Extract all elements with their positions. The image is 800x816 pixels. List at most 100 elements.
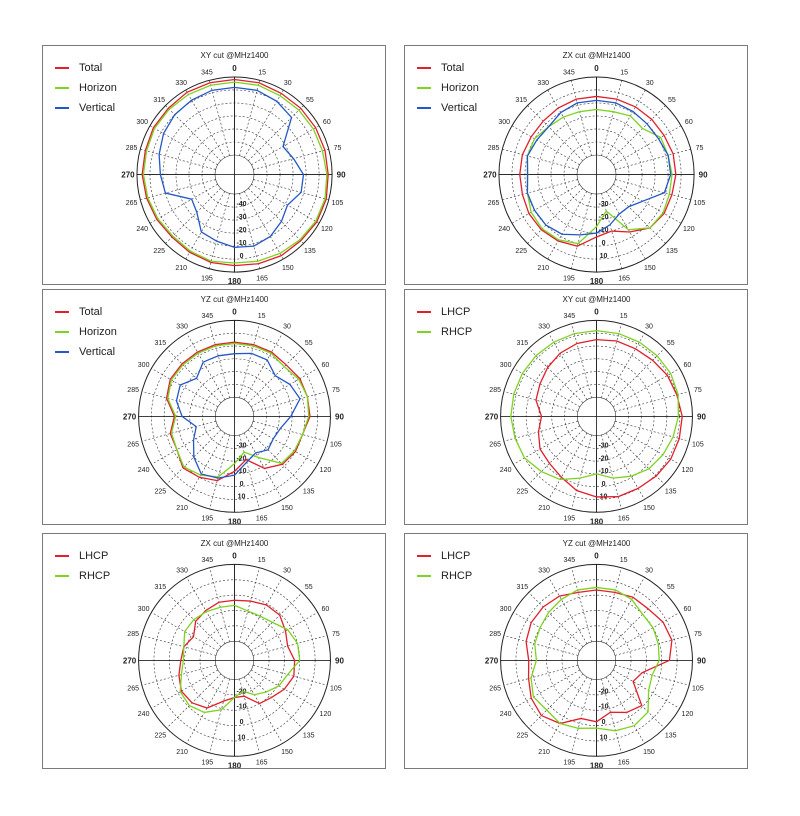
series-line-total	[519, 95, 677, 247]
angle-tick-label: 210	[176, 749, 188, 756]
angle-tick-label: 150	[282, 265, 294, 272]
grid-spoke	[252, 421, 328, 442]
grid-spoke	[613, 125, 682, 166]
legend: LHCP RHCP	[417, 302, 472, 342]
legend-label: Horizon	[441, 82, 479, 94]
grid-spoke	[251, 184, 320, 224]
grid-spoke	[601, 323, 622, 398]
angle-tick-label: 90	[335, 412, 344, 421]
grid-spoke	[601, 567, 622, 642]
angle-tick-label: 265	[126, 200, 138, 207]
grid-spoke	[609, 592, 665, 648]
angle-tick-label: 300	[138, 362, 150, 369]
angle-tick-label: 55	[305, 584, 313, 591]
angle-tick-label: 265	[489, 686, 501, 693]
grid-spoke	[239, 323, 260, 398]
angle-tick-label: 120	[320, 467, 332, 474]
radial-tick-label: -10	[236, 704, 246, 711]
angle-tick-label: 105	[694, 200, 706, 207]
radial-tick-label: 0	[602, 481, 606, 488]
angle-tick-label: 345	[202, 313, 214, 320]
legend-item: Horizon	[417, 78, 479, 98]
angle-tick-label: 210	[538, 749, 550, 756]
chart-panel-xy-cut-cp: XY cut @MHz1400 0 15 30 55 60 75 90 105 120 135 150…	[404, 289, 748, 525]
angle-tick-label: 75	[334, 145, 342, 152]
grid-spoke	[605, 432, 645, 500]
grid-spoke	[244, 89, 284, 158]
angle-tick-label: 165	[618, 275, 630, 282]
legend-label: LHCP	[441, 550, 471, 562]
angle-tick-label: 90	[337, 171, 346, 180]
angle-tick-label: 225	[154, 733, 166, 740]
angle-tick-label: 75	[332, 387, 340, 394]
angle-tick-label: 135	[303, 489, 315, 496]
legend-item: LHCP	[417, 546, 472, 566]
angle-tick-label: 0	[594, 307, 599, 316]
grid-spoke	[151, 669, 219, 709]
grid-spoke	[239, 80, 261, 156]
grid-spoke	[252, 391, 328, 412]
angle-tick-label: 15	[258, 313, 266, 320]
angle-tick-label: 105	[692, 686, 704, 693]
polar-plot: ZX cut @MHz1400 0 15 30 55 60 75 90 105 120 135 150…	[483, 51, 708, 284]
grid-spoke	[247, 348, 303, 404]
angle-tick-label: 135	[665, 733, 677, 740]
angle-tick-label: 105	[330, 686, 342, 693]
legend-swatch	[417, 87, 431, 89]
angle-tick-label: 90	[697, 412, 706, 421]
angle-tick-label: 265	[488, 200, 500, 207]
grid-spoke	[615, 148, 691, 170]
radial-tick-label: -20	[236, 227, 246, 234]
angle-tick-label: 15	[258, 557, 266, 564]
angle-tick-label: 150	[643, 505, 655, 512]
angle-tick-label: 240	[136, 226, 148, 233]
angle-tick-label: 210	[538, 505, 550, 512]
angle-tick-label: 120	[682, 711, 694, 718]
angle-tick-label: 180	[228, 517, 242, 524]
grid-spoke	[252, 635, 328, 656]
angle-tick-label: 150	[281, 505, 293, 512]
grid-spoke	[605, 676, 645, 744]
angle-tick-label: 270	[485, 412, 499, 421]
grid-spoke	[166, 592, 222, 648]
series-line-lhcp	[535, 338, 683, 498]
angle-tick-label: 90	[699, 171, 708, 180]
grid-spoke	[548, 676, 588, 744]
legend: LHCP RHCP	[417, 546, 472, 586]
grid-spoke	[140, 179, 216, 201]
radial-tick-label: 0	[602, 719, 606, 726]
angle-tick-label: 285	[488, 145, 500, 152]
chart-panel-yz-cut: YZ cut @MHz1400 0 15 30 55 60 75 90 105 120 135 150…	[42, 289, 386, 525]
series-line-horizon	[142, 81, 328, 264]
grid-spoke	[548, 432, 588, 500]
grid-spoke	[149, 184, 218, 224]
angle-tick-label: 300	[500, 362, 512, 369]
series-line-vertical	[175, 352, 301, 479]
grid-spoke	[609, 348, 665, 404]
angle-tick-label: 210	[176, 505, 188, 512]
chart-title: XY cut @MHz1400	[563, 295, 632, 304]
angle-tick-label: 165	[256, 516, 268, 523]
grid-spoke	[247, 429, 303, 485]
chart-title: ZX cut @MHz1400	[563, 51, 631, 60]
angle-tick-label: 315	[153, 97, 165, 104]
legend-item: RHCP	[55, 566, 110, 586]
legend-label: RHCP	[441, 326, 473, 338]
chart-title: YZ cut @MHz1400	[201, 295, 269, 304]
angle-tick-label: 265	[489, 442, 501, 449]
grid-spoke	[239, 193, 261, 269]
grid-spoke	[244, 191, 284, 260]
legend-label: Total	[79, 62, 103, 74]
grid-spoke	[253, 148, 329, 170]
legend-swatch	[55, 107, 69, 109]
angle-tick-label: 240	[498, 226, 510, 233]
grid-spoke	[548, 333, 588, 400]
grid-spoke	[601, 193, 623, 269]
angle-tick-label: 195	[202, 516, 214, 523]
angle-tick-label: 315	[154, 340, 166, 347]
angle-tick-label: 300	[138, 606, 150, 613]
legend-swatch	[55, 67, 69, 69]
chart-panel-zx-cut: ZX cut @MHz1400 0 15 30 55 60 75 90 105 120 135 150…	[404, 45, 748, 285]
angle-tick-label: 285	[489, 631, 501, 638]
angle-tick-label: 315	[154, 584, 166, 591]
